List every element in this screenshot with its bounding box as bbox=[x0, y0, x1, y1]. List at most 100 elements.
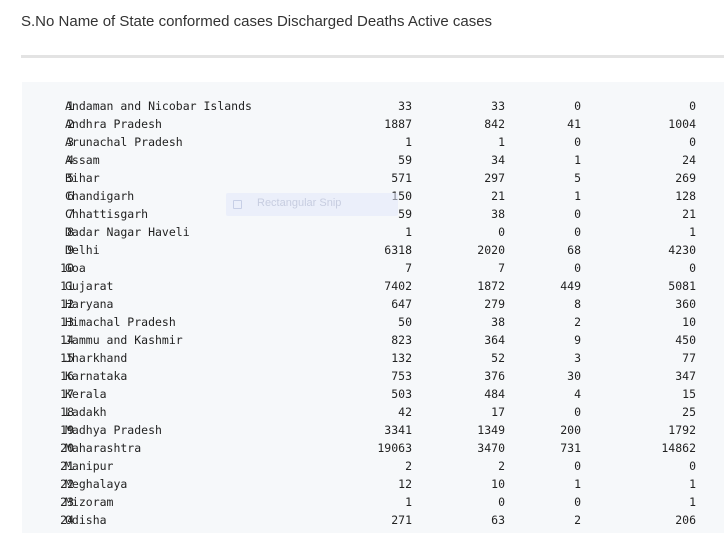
discharged-count: 17 bbox=[491, 405, 505, 419]
discharged-count: 38 bbox=[491, 315, 505, 329]
discharged-count: 376 bbox=[484, 369, 505, 383]
confirmed-cases: 823 bbox=[391, 333, 412, 347]
deaths-count: 731 bbox=[560, 441, 581, 455]
active-cases: 25 bbox=[682, 405, 696, 419]
active-cases: 450 bbox=[675, 333, 696, 347]
row-number: 7 bbox=[67, 207, 74, 221]
state-name: Andhra Pradesh bbox=[65, 117, 162, 131]
deaths-count: 0 bbox=[574, 459, 581, 473]
state-name: Dadar Nagar Haveli bbox=[65, 225, 190, 239]
active-cases: 206 bbox=[675, 513, 696, 527]
code-block: 1 Andaman and Nicobar Islands 33 33 0 0 2 Andhr… bbox=[22, 82, 724, 533]
discharged-count: 842 bbox=[484, 117, 505, 131]
state-name: Chhattisgarh bbox=[65, 207, 149, 221]
row-number: 5 bbox=[67, 171, 74, 185]
active-cases: 24 bbox=[682, 153, 696, 167]
table-row: 23 Mizoram 1 0 0 1 bbox=[22, 493, 724, 511]
snip-overlay[interactable]: Rectangular Snip bbox=[226, 193, 398, 216]
state-name: Maharashtra bbox=[65, 441, 142, 455]
state-name: Kerala bbox=[65, 387, 107, 401]
deaths-count: 68 bbox=[567, 243, 581, 257]
row-number: 13 bbox=[60, 315, 74, 329]
state-name: Jharkhand bbox=[65, 351, 128, 365]
divider bbox=[21, 55, 724, 58]
table-row: 10 Goa 7 7 0 0 bbox=[22, 259, 724, 277]
deaths-count: 1 bbox=[574, 189, 581, 203]
deaths-count: 0 bbox=[574, 495, 581, 509]
confirmed-cases: 42 bbox=[398, 405, 412, 419]
deaths-count: 9 bbox=[574, 333, 581, 347]
row-number: 20 bbox=[60, 441, 74, 455]
state-name: Arunachal Pradesh bbox=[65, 135, 183, 149]
state-name: Andaman and Nicobar Islands bbox=[65, 99, 252, 113]
deaths-count: 41 bbox=[567, 117, 581, 131]
confirmed-cases: 271 bbox=[391, 513, 412, 527]
state-name: Chandigarh bbox=[65, 189, 135, 203]
confirmed-cases: 50 bbox=[398, 315, 412, 329]
deaths-count: 200 bbox=[560, 423, 581, 437]
active-cases: 0 bbox=[689, 99, 696, 113]
discharged-count: 1872 bbox=[477, 279, 505, 293]
row-number: 11 bbox=[60, 279, 74, 293]
deaths-count: 1 bbox=[574, 153, 581, 167]
confirmed-cases: 59 bbox=[398, 207, 412, 221]
active-cases: 0 bbox=[689, 459, 696, 473]
confirmed-cases: 1 bbox=[405, 495, 412, 509]
table-row: 21 Manipur 2 2 0 0 bbox=[22, 457, 724, 475]
table-row: 8 Dadar Nagar Haveli 1 0 0 1 bbox=[22, 223, 724, 241]
row-number: 4 bbox=[67, 153, 74, 167]
confirmed-cases: 3341 bbox=[384, 423, 412, 437]
confirmed-cases: 132 bbox=[391, 351, 412, 365]
deaths-count: 2 bbox=[574, 513, 581, 527]
state-name: Mizoram bbox=[65, 495, 114, 509]
row-number: 1 bbox=[67, 99, 74, 113]
discharged-count: 3470 bbox=[477, 441, 505, 455]
deaths-count: 0 bbox=[574, 135, 581, 149]
table-row: 2 Andhra Pradesh 1887 842 41 1004 bbox=[22, 115, 724, 133]
active-cases: 347 bbox=[675, 369, 696, 383]
discharged-count: 0 bbox=[498, 495, 505, 509]
row-number: 12 bbox=[60, 297, 74, 311]
active-cases: 360 bbox=[675, 297, 696, 311]
deaths-count: 0 bbox=[574, 225, 581, 239]
state-name: Manipur bbox=[65, 459, 114, 473]
state-name: Goa bbox=[65, 261, 86, 275]
discharged-count: 484 bbox=[484, 387, 505, 401]
state-name: Odisha bbox=[65, 513, 107, 527]
confirmed-cases: 647 bbox=[391, 297, 412, 311]
rectangle-snip-icon bbox=[233, 200, 242, 209]
state-name: Himachal Pradesh bbox=[65, 315, 176, 329]
table-row: 6 Chandigarh 150 21 1 128 bbox=[22, 187, 724, 205]
deaths-count: 449 bbox=[560, 279, 581, 293]
table-row: 15 Jharkhand 132 52 3 77 bbox=[22, 349, 724, 367]
deaths-count: 3 bbox=[574, 351, 581, 365]
active-cases: 14862 bbox=[661, 441, 696, 455]
active-cases: 0 bbox=[689, 261, 696, 275]
table-row: 18 Ladakh 42 17 0 25 bbox=[22, 403, 724, 421]
table-row: 16 Karnataka 753 376 30 347 bbox=[22, 367, 724, 385]
active-cases: 1 bbox=[689, 495, 696, 509]
table-row: 20 Maharashtra 19063 3470 731 14862 bbox=[22, 439, 724, 457]
row-number: 19 bbox=[60, 423, 74, 437]
active-cases: 0 bbox=[689, 135, 696, 149]
row-number: 15 bbox=[60, 351, 74, 365]
discharged-count: 279 bbox=[484, 297, 505, 311]
row-number: 3 bbox=[67, 135, 74, 149]
row-number: 21 bbox=[60, 459, 74, 473]
confirmed-cases: 1887 bbox=[384, 117, 412, 131]
confirmed-cases: 7 bbox=[405, 261, 412, 275]
table-row: 24 Odisha 271 63 2 206 bbox=[22, 511, 724, 529]
page-heading: S.No Name of State conformed cases Disch… bbox=[21, 13, 493, 30]
discharged-count: 1 bbox=[498, 135, 505, 149]
confirmed-cases: 12 bbox=[398, 477, 412, 491]
active-cases: 21 bbox=[682, 207, 696, 221]
deaths-count: 2 bbox=[574, 315, 581, 329]
discharged-count: 1349 bbox=[477, 423, 505, 437]
active-cases: 77 bbox=[682, 351, 696, 365]
confirmed-cases: 19063 bbox=[377, 441, 412, 455]
confirmed-cases: 1 bbox=[405, 135, 412, 149]
row-number: 24 bbox=[60, 513, 74, 527]
table-row: 1 Andaman and Nicobar Islands 33 33 0 0 bbox=[22, 97, 724, 115]
active-cases: 1792 bbox=[668, 423, 696, 437]
deaths-count: 8 bbox=[574, 297, 581, 311]
